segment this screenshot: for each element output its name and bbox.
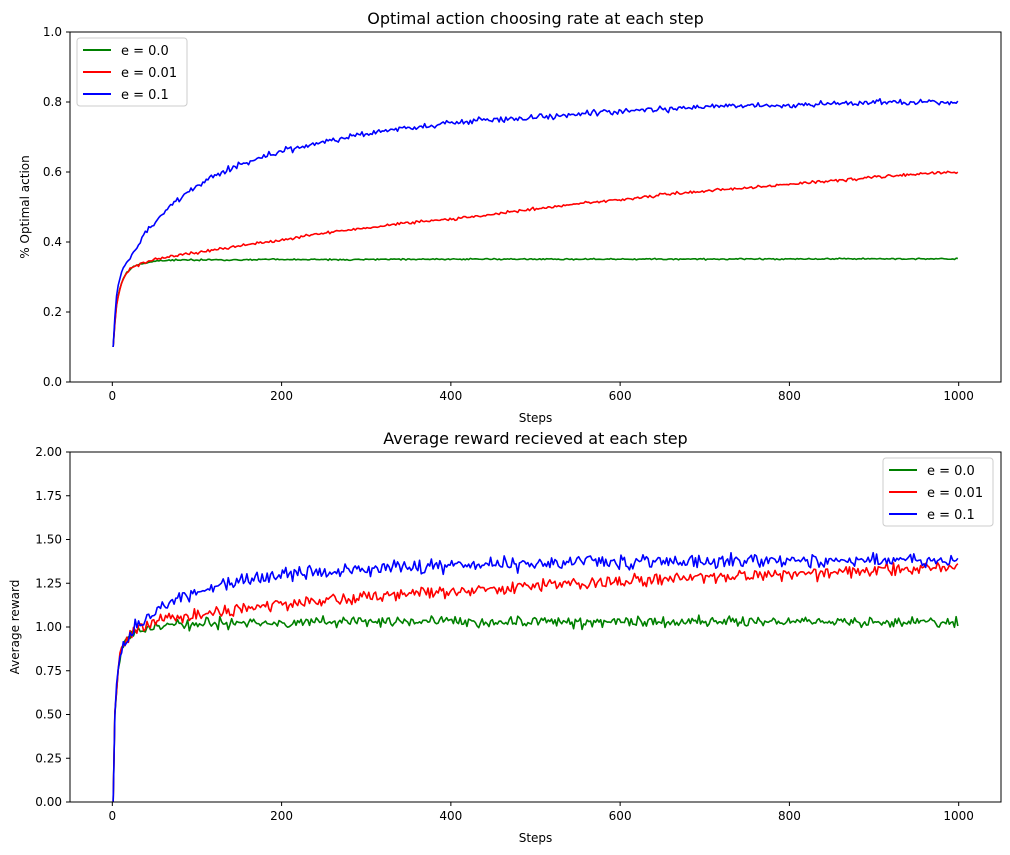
y-axis: 0.0 0.2 0.4 0.6 0.8 1.0 (43, 25, 70, 389)
legend-label-e0: e = 0.0 (927, 464, 975, 479)
y-axis-label: % Optimal action (18, 155, 32, 258)
y-tick-label: 0.25 (35, 751, 62, 765)
y-tick-label: 0.00 (35, 795, 62, 809)
optimal-action-chart: Optimal action choosing rate at each ste… (18, 9, 1002, 425)
y-tick-label: 0.6 (43, 165, 62, 179)
x-tick-label: 0 (108, 389, 116, 403)
x-axis: 0 200 400 600 800 1000 (108, 802, 974, 823)
legend-label-e001: e = 0.01 (927, 486, 983, 501)
y-tick-label: 1.50 (35, 533, 62, 547)
x-tick-label: 400 (439, 809, 462, 823)
series-line-e-0-01 (112, 170, 959, 348)
y-tick-label: 0.50 (35, 708, 62, 722)
legend-box (76, 37, 188, 107)
chart-title: Average reward recieved at each step (383, 429, 687, 448)
series-line-e-0-1 (112, 97, 959, 348)
x-tick-label: 400 (439, 389, 462, 403)
y-tick-label: 0.4 (43, 235, 62, 249)
y-tick-label: 0.75 (35, 664, 62, 678)
legend-label-e01: e = 0.1 (927, 508, 975, 523)
y-axis-label: Average reward (8, 580, 22, 675)
x-tick-label: 1000 (943, 389, 974, 403)
x-axis-label: Steps (519, 831, 553, 845)
x-tick-label: 800 (778, 809, 801, 823)
x-tick-label: 200 (270, 809, 293, 823)
x-axis: 0 200 400 600 800 1000 (108, 382, 974, 403)
series-line-e-0-01 (112, 561, 959, 803)
y-tick-label: 1.25 (35, 576, 62, 590)
chart-title: Optimal action choosing rate at each ste… (367, 9, 703, 28)
y-tick-label: 0.2 (43, 305, 62, 319)
x-tick-label: 600 (609, 809, 632, 823)
y-tick-label: 1.00 (35, 620, 62, 634)
legend-label-e001: e = 0.01 (121, 66, 177, 81)
legend-label-e0: e = 0.0 (121, 44, 169, 59)
y-tick-label: 2.00 (35, 445, 62, 459)
legend-label-e01: e = 0.1 (121, 88, 169, 103)
y-tick-label: 0.8 (43, 95, 62, 109)
average-reward-chart: Average reward recieved at each step 0 20… (8, 429, 1002, 845)
y-tick-label: 0.0 (43, 375, 62, 389)
plot-frame (69, 31, 1002, 383)
series-line-e-0-0 (112, 257, 958, 348)
series-line-e-0-1 (112, 551, 959, 803)
x-tick-label: 0 (108, 809, 116, 823)
x-axis-label: Steps (519, 411, 553, 425)
legend: e = 0.0 e = 0.01 e = 0.1 (76, 37, 188, 107)
y-tick-label: 1.75 (35, 489, 62, 503)
series-line-e-0-0 (112, 614, 959, 803)
x-tick-label: 800 (778, 389, 801, 403)
x-tick-label: 1000 (943, 809, 974, 823)
y-tick-label: 1.0 (43, 25, 62, 39)
x-tick-label: 600 (609, 389, 632, 403)
x-tick-label: 200 (270, 389, 293, 403)
legend: e = 0.0 e = 0.01 e = 0.1 (882, 457, 994, 527)
y-axis: 0.00 0.25 0.50 0.75 1.00 1.25 1.50 1.75 2.00 (35, 445, 70, 809)
legend-box (882, 457, 994, 527)
